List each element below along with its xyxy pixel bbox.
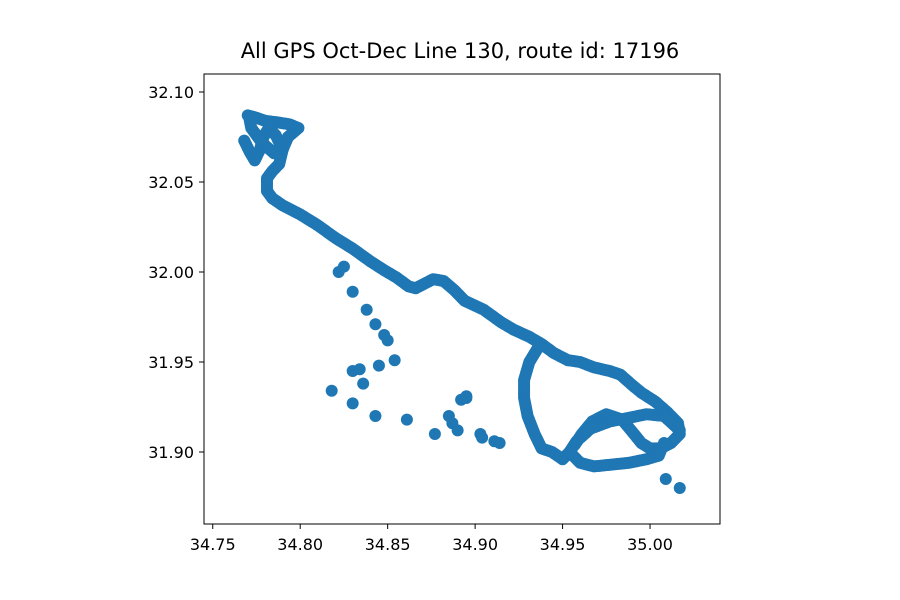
axes-layer: 34.75 34.80 34.85 34.90 34.95 35.00 31.90 31.95… [148, 73, 721, 554]
data-point [460, 392, 473, 404]
x-tick-label: 34.80 [277, 535, 323, 554]
data-point [381, 334, 394, 347]
y-tick-label: 32.00 [148, 263, 194, 282]
points-layer [238, 109, 686, 494]
x-tick-label: 35.00 [627, 535, 673, 554]
data-point [325, 384, 338, 397]
data-point [369, 318, 382, 331]
data-point [659, 473, 672, 485]
data-point [451, 424, 464, 437]
data-point [388, 354, 401, 367]
data-point [493, 437, 506, 449]
chart-title: All GPS Oct-Dec Line 130, route id: 1719… [241, 39, 680, 63]
data-point [476, 431, 489, 444]
data-point [369, 410, 382, 422]
data-point [658, 437, 671, 449]
y-tick-label: 32.10 [148, 83, 194, 102]
y-tick-label: 31.90 [148, 443, 194, 462]
plot-frame [203, 73, 721, 525]
data-point [360, 303, 373, 316]
data-point [673, 482, 686, 494]
x-tick-label: 34.90 [452, 535, 498, 554]
data-point [346, 397, 359, 410]
data-point [337, 260, 350, 273]
y-tick-label: 32.05 [148, 173, 194, 192]
x-tick-label: 34.75 [190, 535, 236, 554]
data-point [353, 363, 366, 376]
data-point [357, 377, 370, 390]
x-tick-label: 34.95 [540, 535, 586, 554]
data-point [372, 359, 385, 372]
data-point [346, 285, 359, 298]
data-point [428, 428, 441, 440]
x-tick-label: 34.85 [365, 535, 411, 554]
data-point [243, 113, 256, 125]
y-tick-label: 31.95 [148, 353, 194, 372]
data-point [400, 413, 413, 426]
data-point [532, 341, 545, 354]
